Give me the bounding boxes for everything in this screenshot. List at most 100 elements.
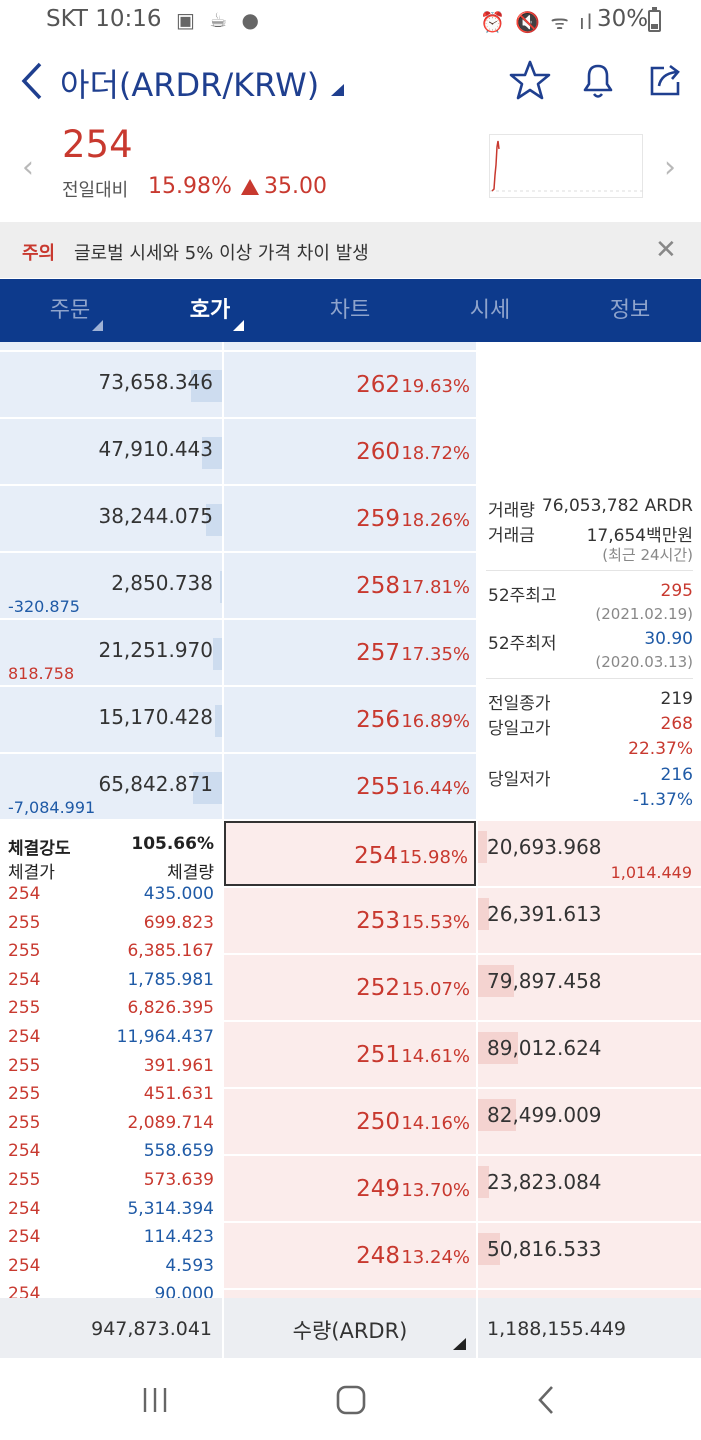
back-nav-icon[interactable] bbox=[534, 1384, 558, 1416]
ask-price-cell[interactable]: 255 16.44% bbox=[224, 754, 476, 819]
ask-qty-cell[interactable]: 21,251.970 818.758 bbox=[0, 620, 222, 685]
bid-price-cell[interactable]: 251 14.61% bbox=[224, 1022, 476, 1087]
trade-price: 254 bbox=[8, 970, 41, 990]
bid-strip bbox=[478, 1290, 701, 1298]
bid-price-cell[interactable]: 253 15.53% bbox=[224, 888, 476, 953]
close-icon[interactable]: ✕ bbox=[655, 235, 677, 265]
tab-info[interactable]: 정보 bbox=[609, 298, 651, 323]
trade-qty: 391.961 bbox=[143, 1056, 214, 1076]
bid-qty-cell[interactable]: 50,816.533 bbox=[478, 1223, 701, 1288]
trade-qty: 573.639 bbox=[143, 1170, 214, 1190]
bid-volume-bar bbox=[478, 898, 489, 930]
ask-price-cell[interactable]: 259 18.26% bbox=[224, 486, 476, 551]
ask-total: 947,873.041 bbox=[91, 1318, 212, 1340]
unit-label: 수량(ARDR) bbox=[292, 1319, 408, 1343]
market-title[interactable]: 아더(ARDR/KRW) bbox=[60, 66, 320, 104]
ask-qty-cell[interactable]: 15,170.428 bbox=[0, 687, 222, 752]
share-icon[interactable] bbox=[644, 58, 688, 102]
notice-text: 글로벌 시세와 5% 이상 가격 차이 발생 bbox=[74, 243, 369, 264]
bid-qty-cell[interactable]: 89,012.624 bbox=[478, 1022, 701, 1087]
bid-volume-bar bbox=[478, 1099, 516, 1131]
bid-qty: 23,823.084 bbox=[487, 1170, 602, 1194]
unit-dropdown-icon bbox=[453, 1338, 466, 1350]
notice-label: 주의 bbox=[22, 243, 56, 264]
bid-price-cell[interactable]: 254 15.98% bbox=[224, 821, 476, 886]
bid-percent: 15.53% bbox=[401, 912, 470, 933]
bid-price-cell[interactable]: 252 15.07% bbox=[224, 955, 476, 1020]
up-triangle-icon bbox=[241, 179, 259, 195]
bid-price: 248 bbox=[356, 1243, 400, 1269]
ask-price-cell[interactable]: 257 17.35% bbox=[224, 620, 476, 685]
bid-total: 1,188,155.449 bbox=[487, 1318, 627, 1340]
low52-date: (2020.03.13) bbox=[595, 653, 693, 671]
bid-percent: 14.61% bbox=[401, 1046, 470, 1067]
trade-row: 254 1,785.981 bbox=[0, 970, 222, 996]
trade-row: 254 11,964.437 bbox=[0, 1027, 222, 1053]
ask-price-cell[interactable]: 262 19.63% bbox=[224, 352, 476, 417]
bid-price-cell[interactable]: 249 13.70% bbox=[224, 1156, 476, 1221]
market-dropdown-icon[interactable] bbox=[331, 84, 344, 96]
prev-coin-icon[interactable]: ‹ bbox=[22, 150, 34, 185]
ask-qty-cell[interactable]: 65,842.871 -7,084.991 bbox=[0, 754, 222, 819]
tab-orderbook[interactable]: 호가 bbox=[189, 298, 231, 323]
carrier-time: SKT 10:16 bbox=[46, 6, 162, 32]
tab-order[interactable]: 주문 bbox=[49, 298, 91, 323]
bid-qty-cell[interactable]: 79,897.458 bbox=[478, 955, 701, 1020]
volume-label: 거래량 bbox=[488, 501, 535, 521]
bid-qty-cell[interactable]: 20,693.968 1,014.449 bbox=[478, 821, 701, 886]
trade-qty: 699.823 bbox=[143, 913, 214, 933]
tab-order-dropdown-icon bbox=[92, 320, 103, 331]
change-label: 전일대비 bbox=[62, 180, 129, 201]
star-icon[interactable] bbox=[508, 58, 552, 102]
bid-qty-cell[interactable]: 23,823.084 bbox=[478, 1156, 701, 1221]
orderbook: 73,658.346 262 19.63% 47,910.443 260 18.72% 38… bbox=[0, 342, 701, 1298]
tab-ticker[interactable]: 시세 bbox=[469, 298, 511, 323]
trade-price-header: 체결가 bbox=[8, 863, 55, 883]
ask-qty-cell[interactable]: 38,244.075 bbox=[0, 486, 222, 551]
trade-price: 254 bbox=[8, 1141, 41, 1161]
bell-icon[interactable] bbox=[576, 58, 620, 102]
ask-qty-change: -7,084.991 bbox=[8, 798, 96, 817]
bid-price-cell[interactable]: 248 13.24% bbox=[224, 1223, 476, 1288]
trade-price: 254 bbox=[8, 1027, 41, 1047]
ask-price: 256 bbox=[356, 707, 400, 733]
trade-row: 255 573.639 bbox=[0, 1170, 222, 1196]
ask-qty-cell[interactable]: 73,658.346 bbox=[0, 352, 222, 417]
ask-qty-cell[interactable]: 47,910.443 bbox=[0, 419, 222, 484]
period-note: (최근 24시간) bbox=[602, 546, 693, 564]
ask-price: 260 bbox=[356, 439, 400, 465]
recent-apps-icon[interactable] bbox=[140, 1386, 170, 1414]
bid-volume-bar bbox=[478, 1233, 500, 1265]
tab-chart[interactable]: 차트 bbox=[329, 298, 371, 323]
ask-qty: 38,244.075 bbox=[98, 504, 213, 528]
trade-history[interactable]: 체결강도 105.66% 체결가 체결량 254 435.000 255 699.82… bbox=[0, 820, 222, 1298]
ask-strip bbox=[0, 342, 222, 350]
home-icon[interactable] bbox=[335, 1384, 367, 1416]
bid-price: 249 bbox=[356, 1176, 400, 1202]
bid-qty-cell[interactable]: 26,391.613 bbox=[478, 888, 701, 953]
mini-price-chart[interactable] bbox=[489, 134, 644, 198]
unit-selector[interactable]: 수량(ARDR) bbox=[224, 1298, 476, 1358]
bid-price: 252 bbox=[356, 975, 400, 1001]
divider bbox=[486, 570, 693, 571]
bid-percent: 13.70% bbox=[401, 1180, 470, 1201]
android-nav-bar bbox=[0, 1358, 701, 1440]
ask-price-cell[interactable]: 256 16.89% bbox=[224, 687, 476, 752]
trade-row: 255 6,826.395 bbox=[0, 998, 222, 1024]
bid-qty-cell[interactable]: 82,499.009 bbox=[478, 1089, 701, 1154]
bid-price-cell[interactable]: 250 14.16% bbox=[224, 1089, 476, 1154]
ask-price-cell[interactable]: 260 18.72% bbox=[224, 419, 476, 484]
next-coin-icon[interactable]: › bbox=[664, 150, 676, 185]
back-icon[interactable] bbox=[18, 58, 48, 104]
ask-price-cell[interactable]: 258 17.81% bbox=[224, 553, 476, 618]
low52-value: 30.90 bbox=[644, 629, 693, 649]
trade-price: 255 bbox=[8, 1113, 41, 1133]
ask-qty-cell[interactable]: 2,850.738 -320.875 bbox=[0, 553, 222, 618]
trade-row: 255 391.961 bbox=[0, 1056, 222, 1082]
market-stats: 거래량 76,053,782 ARDR 거래금 17,654백만원 (최근 24… bbox=[478, 486, 701, 820]
ask-price: 258 bbox=[356, 573, 400, 599]
trade-qty: 114.423 bbox=[143, 1227, 214, 1247]
trade-row: 255 2,089.714 bbox=[0, 1113, 222, 1139]
bid-qty: 82,499.009 bbox=[487, 1103, 602, 1127]
bid-qty: 50,816.533 bbox=[487, 1237, 602, 1261]
